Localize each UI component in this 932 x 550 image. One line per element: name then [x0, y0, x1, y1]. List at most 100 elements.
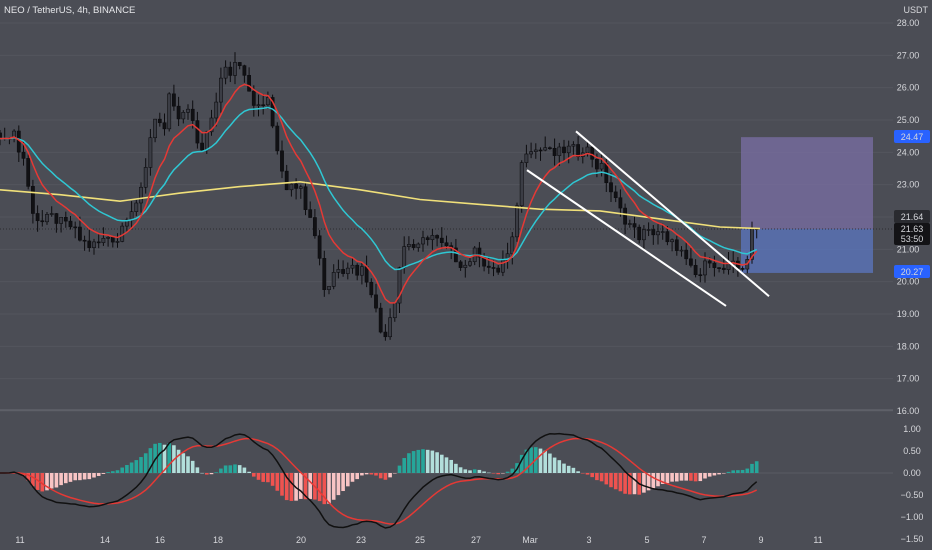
candle-body: [228, 66, 233, 76]
macd-histogram-bar: [482, 471, 486, 473]
macd-histogram-bar: [59, 473, 63, 486]
macd-histogram-bar: [322, 473, 327, 505]
macd-histogram-bar: [538, 448, 543, 473]
candle-body: [679, 249, 684, 252]
macd-histogram-bar: [562, 463, 566, 473]
candle-body: [703, 260, 707, 276]
macd-histogram-bar: [134, 460, 139, 473]
macd-histogram-bar: [707, 473, 712, 477]
candle-body: [594, 158, 599, 170]
candle-body: [242, 65, 247, 76]
candle-body: [656, 231, 660, 236]
macd-histogram-bar: [510, 468, 515, 473]
candle-body: [190, 108, 195, 121]
svg-text:21.64: 21.64: [901, 212, 924, 222]
macd-histogram-bar: [266, 473, 270, 483]
time-tick-label: 11: [813, 535, 822, 545]
candle-body: [623, 207, 628, 225]
macd-histogram-bar: [731, 470, 735, 473]
macd-histogram-bar: [435, 452, 439, 473]
macd-histogram-bar: [425, 449, 430, 473]
candle-body: [406, 244, 411, 247]
candle-body: [364, 266, 369, 283]
candle-body: [214, 101, 219, 119]
macd-histogram-bar: [336, 473, 341, 496]
macd-histogram-bar: [463, 469, 468, 473]
macd-histogram-bar: [717, 473, 721, 475]
macd-histogram-bar: [87, 473, 92, 480]
macd-histogram-bar: [496, 473, 500, 475]
macd-histogram-bar: [411, 451, 416, 473]
macd-histogram-bar: [581, 473, 585, 474]
macd-histogram-bar: [642, 473, 646, 493]
macd-histogram-bar: [143, 453, 148, 473]
stop-price-tag: 20.27: [894, 265, 930, 278]
price-tick-label: 19.00: [897, 309, 920, 319]
candle-body: [651, 229, 656, 236]
candle-body: [402, 246, 407, 269]
candle-body: [82, 239, 87, 242]
candle-body: [261, 104, 266, 107]
candle-body: [665, 231, 670, 243]
candle-body: [632, 223, 637, 228]
candle-body: [63, 216, 68, 222]
candle-body: [515, 205, 519, 238]
candle-body: [110, 237, 115, 243]
trendlines: [526, 130, 770, 307]
macd-histogram-bar: [162, 444, 167, 473]
macd-histogram-bar: [54, 473, 59, 488]
candle-body: [317, 235, 322, 259]
ema-mid-line: [0, 106, 758, 271]
macd-histogram-bar: [129, 462, 134, 473]
candle-body: [270, 97, 275, 127]
candle-body: [284, 170, 289, 191]
candle-body: [303, 186, 308, 210]
macd-histogram-bar: [280, 473, 284, 496]
macd-histogram-bar: [139, 457, 143, 473]
macd-histogram-bar: [181, 453, 186, 473]
candle-body: [209, 117, 214, 133]
candle-body: [717, 267, 722, 269]
candle-body: [176, 105, 181, 120]
candle-body: [96, 241, 101, 244]
macd-histogram-bar: [346, 473, 350, 487]
macd-histogram-bar: [261, 473, 265, 482]
candle-body: [444, 242, 449, 246]
candle-body: [275, 125, 280, 152]
candle-body: [571, 144, 576, 147]
macd-histogram-bar: [209, 473, 214, 475]
candle-body: [411, 244, 416, 248]
macd-histogram-bar: [543, 450, 547, 473]
macd-histogram-bar: [223, 465, 228, 473]
macd-histogram-bar: [252, 473, 256, 477]
macd-histogram-bar: [397, 465, 402, 473]
macd-tick-label: 0.00: [903, 468, 921, 478]
time-tick-label: 23: [356, 535, 366, 545]
candle-body: [707, 260, 712, 264]
macd-line: [0, 432, 758, 529]
candle-body: [106, 237, 111, 239]
candle-body: [576, 144, 581, 157]
candle-body: [397, 267, 402, 304]
macd-histogram-bar: [529, 447, 533, 473]
candle-body: [153, 118, 158, 139]
ema-fast-line: [0, 83, 758, 304]
macd-histogram-bar: [388, 473, 392, 478]
candle-body: [519, 162, 524, 207]
candle-body: [500, 260, 505, 273]
macd-histogram-bar: [64, 473, 68, 484]
price-tick-label: 20.00: [897, 277, 920, 287]
candle-body: [524, 153, 529, 163]
macd-histogram-bar: [35, 473, 40, 490]
candle-body: [721, 267, 726, 270]
macd-histogram-bar: [200, 472, 204, 474]
candle-body: [336, 269, 341, 273]
macd-histogram-bar: [73, 473, 77, 481]
candle-body: [167, 93, 172, 130]
macd-histogram-bar: [317, 473, 322, 502]
candle-body: [331, 272, 336, 287]
macd-histogram-bar: [750, 463, 754, 473]
macd-histogram-bar: [402, 458, 406, 473]
candle-body: [148, 137, 153, 168]
candle-body: [134, 202, 139, 212]
